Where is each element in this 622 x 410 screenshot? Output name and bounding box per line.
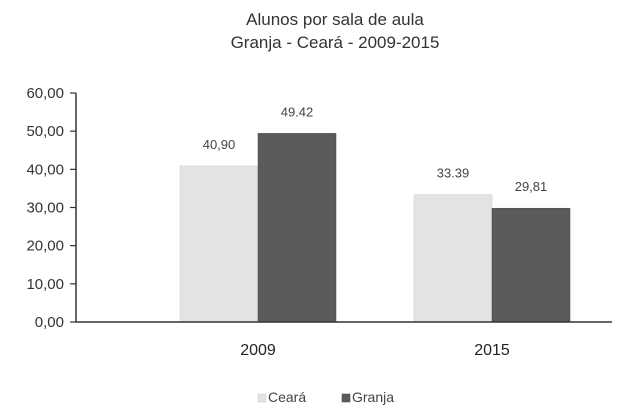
bars-group: 40,90 49.42 33.39 29,81 [179, 104, 571, 323]
y-tick-label: 20,00 [26, 238, 64, 255]
data-label: 33.39 [437, 166, 470, 181]
y-tick-label: 50,00 [26, 123, 64, 140]
legend: Ceará Granja [257, 389, 394, 405]
y-tick-label: 60,00 [26, 85, 64, 102]
legend-label-ceará: Ceará [268, 389, 306, 405]
chart-title-line2: Granja - Ceará - 2009-2015 [231, 33, 440, 52]
x-axis-labels: 2009 2015 [240, 342, 510, 359]
data-label: 40,90 [203, 137, 236, 152]
x-category-label: 2015 [474, 342, 510, 359]
y-tick-label: 0,00 [35, 314, 64, 331]
bar-ceará-2015 [413, 194, 493, 323]
y-tick-label: 10,00 [26, 276, 64, 293]
y-axis-ticks: 0,00 10,00 20,00 30,00 40,00 50,00 60,00 [26, 85, 76, 331]
bar-granja-2015 [491, 207, 571, 323]
y-tick-label: 30,00 [26, 200, 64, 217]
bar-granja-2009 [257, 133, 337, 323]
y-tick-label: 40,00 [26, 161, 64, 178]
legend-swatch-ceará [257, 393, 267, 403]
chart-title-line1: Alunos por sala de aula [246, 10, 424, 29]
legend-swatch-granja [341, 393, 351, 403]
x-category-label: 2009 [240, 342, 276, 359]
data-label: 29,81 [515, 179, 548, 194]
bar-ceará-2009 [179, 165, 259, 323]
legend-label-granja: Granja [352, 389, 394, 405]
data-label: 49.42 [281, 104, 314, 119]
